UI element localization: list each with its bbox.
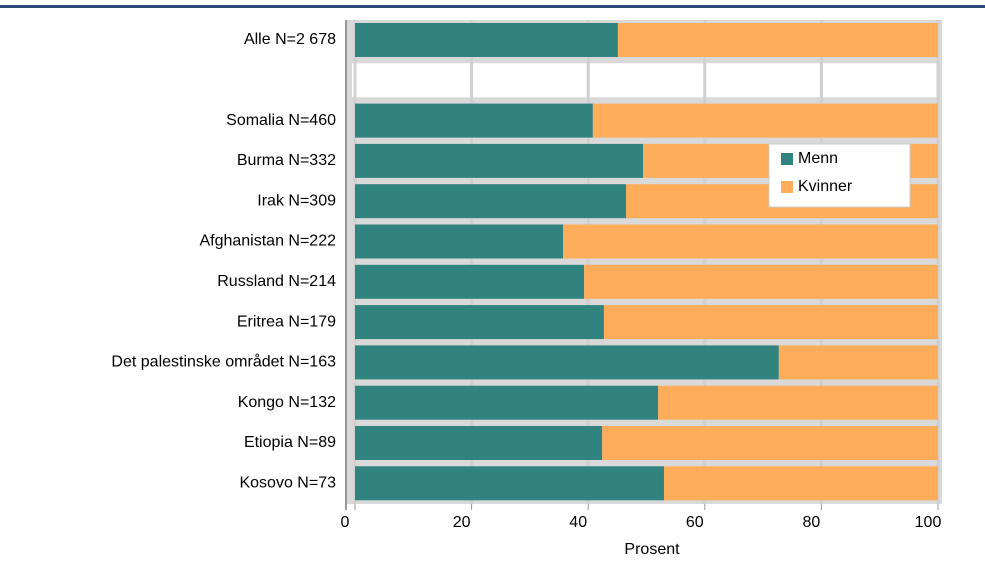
- y-tick-label: Etiopia N=89: [244, 434, 336, 451]
- x-tick-label: 60: [686, 514, 704, 531]
- y-tick-label: Burma N=332: [237, 152, 336, 169]
- legend-swatch: [781, 153, 793, 165]
- y-tick-label: Irak N=309: [257, 192, 336, 209]
- bar-segment: [355, 184, 627, 219]
- bar-segment: [778, 345, 938, 380]
- bar-segment: [355, 224, 564, 259]
- bar-segment: [355, 385, 659, 420]
- bar-segment: [355, 23, 618, 57]
- x-tick-label: 100: [915, 514, 942, 531]
- plot-background: [346, 20, 942, 504]
- x-axis-label: Prosent: [624, 541, 680, 558]
- bar-segment: [602, 426, 938, 460]
- y-tick-label: Russland N=214: [217, 273, 336, 290]
- bar-segment: [355, 143, 644, 178]
- y-tick-label: Kongo N=132: [238, 394, 336, 411]
- x-tick-label: 80: [803, 514, 821, 531]
- y-tick-label: Afghanistan N=222: [199, 233, 336, 250]
- bar-segment: [584, 264, 938, 299]
- legend-label: Menn: [798, 150, 838, 167]
- bar-segment: [663, 466, 938, 501]
- bar-segment: [658, 385, 938, 420]
- legend-label: Kvinner: [798, 178, 853, 195]
- legend-swatch: [781, 181, 793, 193]
- bar-segment: [592, 103, 938, 138]
- bar-segment: [355, 305, 604, 340]
- y-tick-label: Kosovo N=73: [239, 475, 336, 492]
- legend-box: [768, 143, 911, 208]
- y-tick-label: Det palestinske området N=163: [111, 353, 336, 371]
- y-tick-label: Somalia N=460: [226, 112, 336, 129]
- bar-segment: [355, 103, 593, 138]
- x-tick-label: 0: [341, 514, 350, 531]
- bar-segment: [355, 426, 603, 460]
- blank-row: [352, 63, 938, 98]
- y-tick-label: Eritrea N=179: [237, 313, 336, 330]
- x-tick-label: 40: [569, 514, 587, 531]
- bar-segment: [617, 23, 938, 57]
- bar-segment: [603, 305, 938, 340]
- bar-segment: [355, 466, 664, 501]
- bar-segment: [355, 345, 779, 380]
- x-tick-label: 20: [453, 514, 471, 531]
- bar-segment: [355, 264, 585, 299]
- bar-segment: [563, 224, 938, 259]
- y-tick-label: Alle N=2 678: [244, 31, 336, 48]
- header-rule: [0, 5, 985, 8]
